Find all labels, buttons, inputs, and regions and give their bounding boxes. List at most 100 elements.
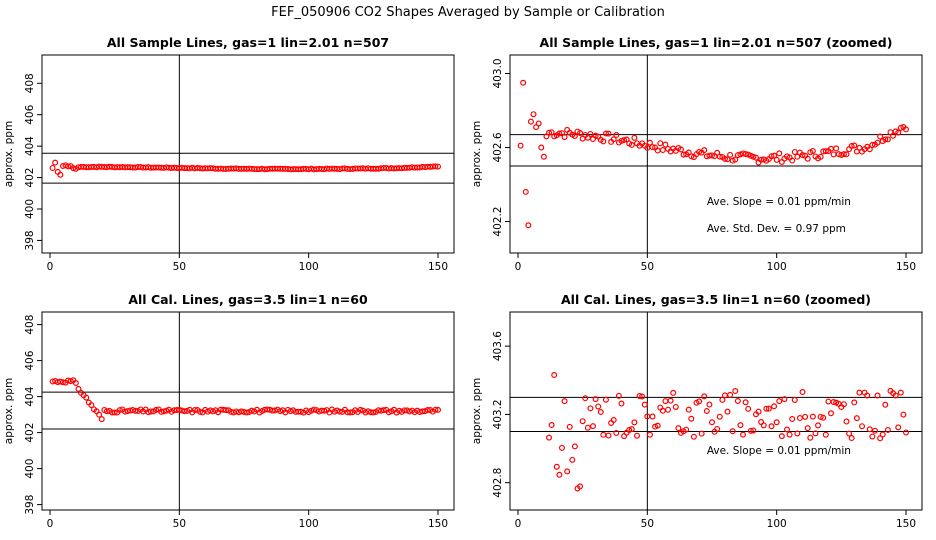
- data-point: [597, 409, 604, 416]
- data-point: [784, 426, 791, 433]
- data-point: [613, 131, 620, 138]
- data-point: [827, 410, 834, 417]
- data-point: [848, 435, 855, 442]
- chart-panel-3: All Cal. Lines, gas=3.5 lin=1 n=60 0 50 100…: [3, 292, 455, 530]
- data-point: [103, 408, 110, 415]
- data-point: [698, 430, 705, 437]
- data-point: [864, 392, 871, 399]
- data-point: [59, 379, 66, 386]
- data-point: [546, 434, 553, 441]
- data-point: [830, 151, 837, 158]
- data-point: [370, 409, 377, 416]
- data-point: [895, 129, 902, 136]
- panel-title: All Sample Lines, gas=1 lin=2.01 n=507 (…: [540, 35, 893, 50]
- data-point: [683, 426, 690, 433]
- data-point: [618, 137, 625, 144]
- x-tick-label: 100: [299, 518, 319, 530]
- data-point: [729, 428, 736, 435]
- data-point: [714, 425, 721, 432]
- y-tick-label: 403.2: [492, 399, 504, 429]
- x-tick-label: 50: [641, 518, 654, 530]
- data-point: [222, 407, 229, 414]
- data-point: [680, 151, 687, 158]
- x-tick-label: 100: [299, 261, 319, 273]
- annotation-text: Ave. Slope = 0.01 ppm/min: [707, 196, 851, 208]
- data-point: [716, 413, 723, 420]
- data-point: [696, 148, 703, 155]
- data-point: [610, 417, 617, 424]
- data-point: [804, 155, 811, 162]
- y-tick-label: 400: [24, 199, 36, 219]
- data-point: [615, 392, 622, 399]
- x-tick-label: 0: [47, 518, 54, 530]
- data-point: [592, 396, 599, 403]
- data-point: [750, 427, 757, 434]
- data-point: [163, 407, 170, 414]
- y-tick-label: 408: [24, 315, 36, 335]
- data-point: [96, 411, 103, 418]
- data-point: [525, 222, 532, 229]
- data-point: [703, 408, 710, 415]
- data-point: [768, 153, 775, 160]
- data-point: [310, 406, 317, 413]
- data-point: [546, 129, 553, 136]
- data-point: [809, 147, 816, 154]
- data-point: [843, 418, 850, 425]
- y-tick-label: 404: [24, 386, 36, 406]
- data-point: [871, 427, 878, 434]
- data-point: [846, 430, 853, 437]
- data-point: [817, 153, 824, 160]
- annotation-text: Ave. Slope = 0.01 ppm/min: [707, 445, 851, 457]
- y-tick-label: 402: [24, 168, 36, 188]
- data-point: [556, 471, 563, 478]
- data-point: [778, 433, 785, 440]
- data-point: [432, 163, 439, 170]
- annotation-text: Ave. Std. Dev. = 0.97 ppm: [707, 223, 846, 235]
- data-point: [874, 139, 881, 146]
- data-point: [670, 389, 677, 396]
- data-point: [401, 407, 408, 414]
- y-tick-label: 403.0: [492, 58, 504, 88]
- plot-frame: [509, 54, 923, 254]
- data-point: [791, 396, 798, 403]
- data-point: [877, 133, 884, 140]
- data-point: [791, 148, 798, 155]
- data-point: [848, 143, 855, 150]
- data-point: [600, 431, 607, 438]
- data-point: [742, 150, 749, 157]
- data-point: [646, 431, 653, 438]
- data-point: [522, 188, 529, 195]
- data-point: [874, 392, 881, 399]
- data-point: [147, 408, 154, 415]
- data-point: [561, 134, 568, 141]
- y-tick-label: 402.2: [492, 207, 504, 237]
- data-point: [657, 140, 664, 147]
- data-point: [732, 388, 739, 395]
- data-point: [659, 407, 666, 414]
- data-point: [610, 136, 617, 143]
- data-point: [685, 406, 692, 413]
- data-point: [752, 154, 759, 161]
- data-point: [577, 483, 584, 490]
- data-point: [558, 444, 565, 451]
- data-point: [882, 401, 889, 408]
- data-point: [548, 422, 555, 429]
- data-point: [799, 389, 806, 396]
- data-point: [786, 431, 793, 438]
- data-point: [613, 429, 620, 436]
- data-point: [636, 392, 643, 399]
- data-point: [88, 402, 95, 409]
- data-point: [419, 408, 426, 415]
- y-tick-label: 408: [24, 73, 36, 93]
- y-tick-label: 398: [24, 230, 36, 250]
- data-point: [822, 431, 829, 438]
- data-point: [618, 400, 625, 407]
- data-point: [665, 406, 672, 413]
- data-point: [737, 422, 744, 429]
- data-point: [859, 423, 866, 430]
- data-point: [716, 153, 723, 160]
- x-tick-label: 150: [428, 261, 448, 273]
- y-tick-label: 406: [24, 104, 36, 124]
- data-point: [380, 407, 387, 414]
- page-title: FEF_050906 CO2 Shapes Averaged by Sample…: [271, 5, 665, 20]
